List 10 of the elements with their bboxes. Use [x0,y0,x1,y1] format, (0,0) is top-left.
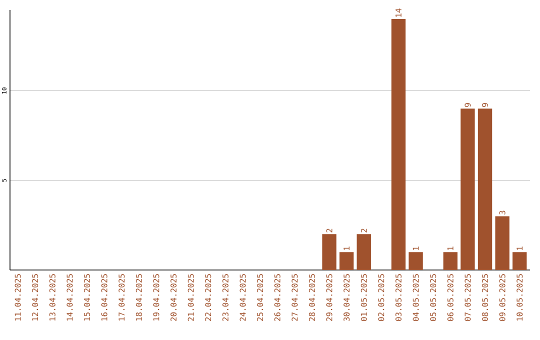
bar [408,252,423,270]
bar [478,108,492,270]
bar [391,18,406,270]
bar [322,234,336,270]
bar [443,252,458,270]
bar [339,252,354,270]
bar [512,252,527,270]
bar [495,216,510,270]
bar [460,108,475,270]
bar [356,234,371,270]
